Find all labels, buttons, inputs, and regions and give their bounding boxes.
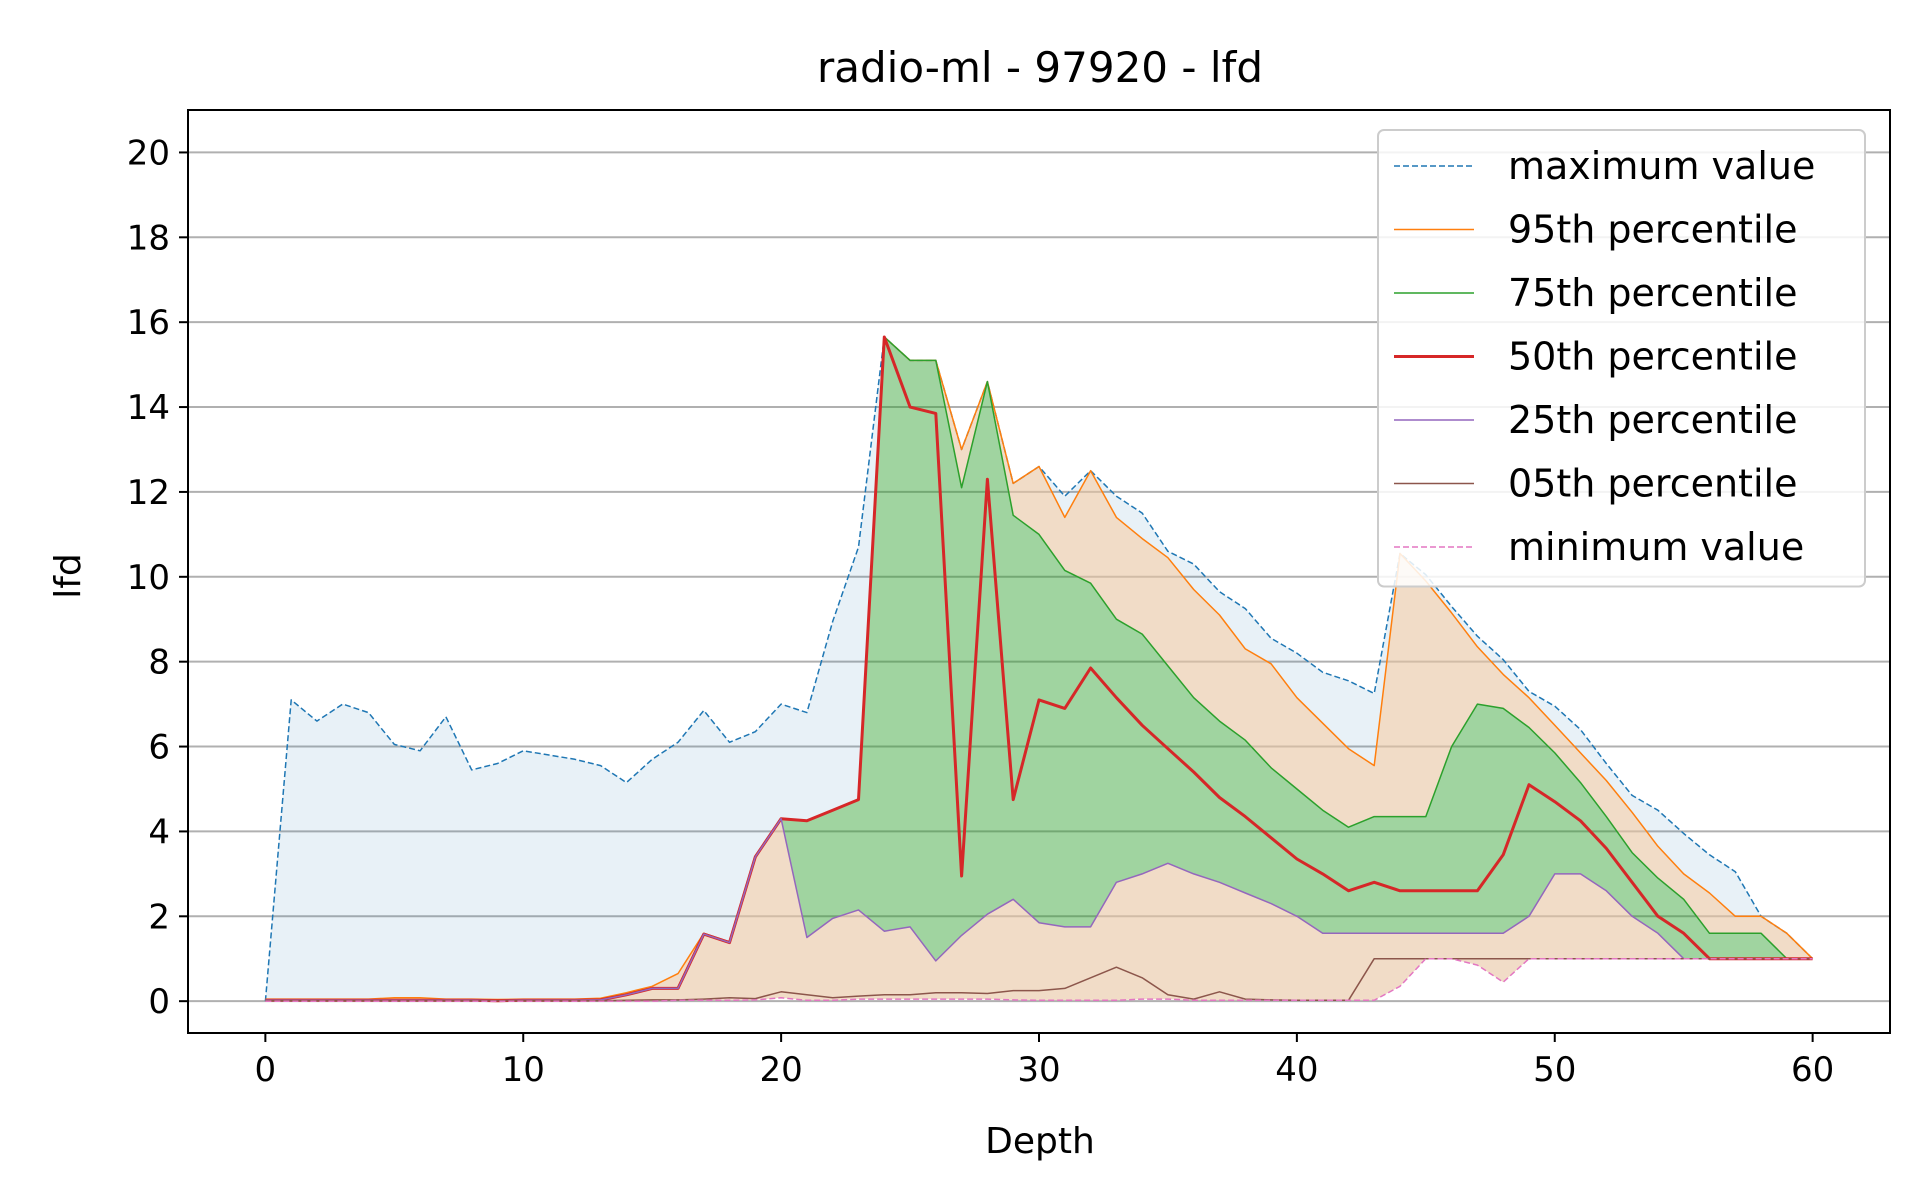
legend-label-min: minimum value: [1508, 525, 1804, 569]
chart-title: radio-ml - 97920 - lfd: [817, 43, 1263, 92]
legend-label-p95: 95th percentile: [1508, 208, 1797, 252]
y-tick-label: 14: [127, 388, 170, 428]
x-tick-label: 0: [255, 1050, 277, 1090]
y-tick-label: 0: [148, 982, 170, 1022]
x-axis-label: Depth: [985, 1121, 1095, 1162]
y-tick-label: 2: [148, 897, 170, 937]
plot-area: 0 10 20 30 40 50 60 0 2 4 6 8 10 12 14 16 18 20: [127, 109, 1891, 1090]
band-max-p95: [265, 337, 1813, 1002]
x-tick-label: 50: [1533, 1050, 1576, 1090]
x-tick-label: 40: [1275, 1050, 1318, 1090]
y-tick-label: 16: [127, 303, 170, 343]
y-tick-label: 8: [148, 643, 170, 683]
series-line-min: [265, 957, 1813, 1002]
legend-label-p25: 25th percentile: [1508, 398, 1797, 442]
y-axis-label: lfd: [48, 553, 89, 599]
legend-label-p50: 50th percentile: [1508, 335, 1797, 379]
legend-label-p75: 75th percentile: [1508, 271, 1797, 315]
y-tick-label: 12: [127, 473, 170, 513]
y-tick-label: 20: [127, 133, 170, 173]
y-tick-label: 4: [148, 812, 170, 852]
legend-label-p05: 05th percentile: [1508, 462, 1797, 506]
y-tick-label: 18: [127, 218, 170, 258]
legend-label-max: maximum value: [1508, 144, 1815, 188]
x-tick-label: 10: [502, 1050, 545, 1090]
legend-box: [1377, 129, 1866, 588]
band-p75-p25: [265, 337, 1813, 1001]
y-tick-label: 10: [127, 558, 170, 598]
band-p95-p75: [265, 337, 1813, 1001]
y-tick-label: 6: [148, 728, 170, 768]
x-tick-label: 20: [759, 1050, 802, 1090]
x-tick-label: 30: [1017, 1050, 1060, 1090]
legend: maximum value 95th percentile 75th percent…: [1377, 129, 1866, 588]
band-p25-min: [265, 818, 1813, 1002]
x-tick-label: 60: [1791, 1050, 1834, 1090]
